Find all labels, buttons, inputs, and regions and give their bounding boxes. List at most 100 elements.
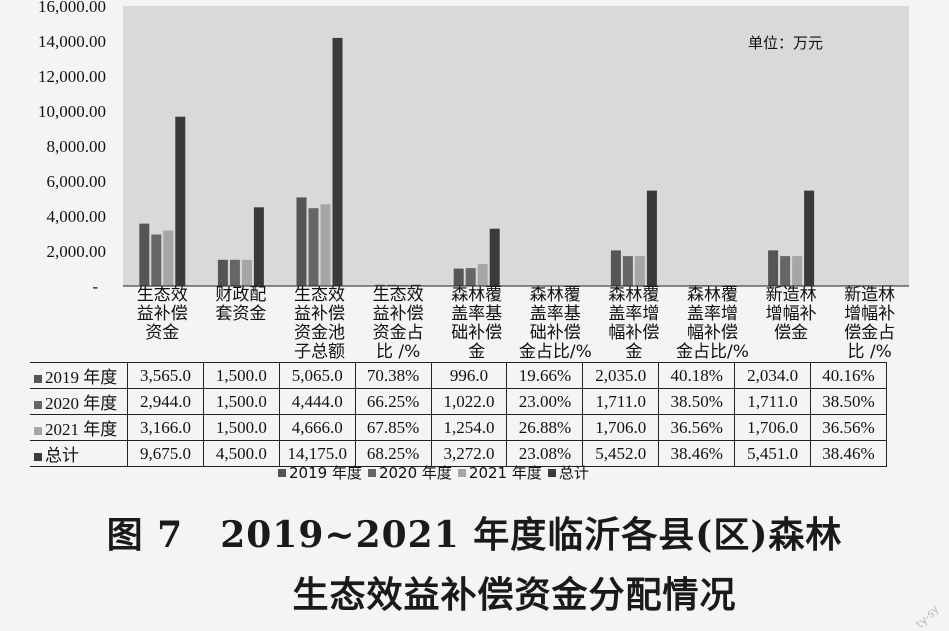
table-cell: 5,452.0 bbox=[582, 440, 659, 467]
bar bbox=[308, 208, 319, 286]
y-tick-label: 6,000.00 bbox=[47, 172, 107, 191]
bar bbox=[253, 207, 264, 287]
table-cell: 40.18% bbox=[658, 362, 735, 389]
table-cell: 4,500.0 bbox=[202, 440, 280, 467]
legend-item: 总计 bbox=[547, 462, 589, 483]
category-label: 新造林增幅补偿金 bbox=[766, 285, 817, 343]
table-cell: 38.50% bbox=[658, 388, 735, 415]
table-cell: 40.16% bbox=[810, 362, 887, 389]
table-cell: 996.0 bbox=[430, 362, 507, 389]
table-row: 总计 9,675.0 4,500.0 14,175.0 68.25% 3,272.0 23.… bbox=[30, 440, 887, 467]
y-axis: 16,000.00 14,000.00 12,000.00 10,000.00 8,00… bbox=[38, 0, 106, 296]
bar bbox=[453, 268, 464, 286]
table-cell: 2,944.0 bbox=[127, 388, 204, 415]
figure-title-line1: 图 7 2019~2021 年度临沂各县(区)森林 bbox=[106, 514, 843, 556]
table-cell: 1,022.0 bbox=[430, 388, 507, 415]
bar bbox=[610, 250, 621, 286]
bar-chart: 16,000.00 14,000.00 12,000.00 10,000.00 8,00… bbox=[38, 0, 909, 362]
bar bbox=[151, 234, 162, 286]
legend-swatch bbox=[34, 427, 42, 436]
legend-label: 总计 bbox=[558, 464, 589, 482]
table-cell: 5,065.0 bbox=[278, 362, 356, 389]
bar bbox=[399, 284, 410, 286]
y-tick-label: 12,000.00 bbox=[38, 67, 106, 86]
category-label: 森林覆盖率增幅补偿金占比/% bbox=[676, 285, 749, 362]
legend-item: 2019 年度 bbox=[278, 462, 362, 483]
table-cell: 1,500.0 bbox=[202, 414, 280, 441]
bar bbox=[241, 259, 252, 287]
y-tick-label: 14,000.00 bbox=[38, 32, 106, 51]
table-cell: 36.56% bbox=[810, 414, 887, 441]
legend-swatch bbox=[34, 453, 42, 462]
table-cell: 14,175.0 bbox=[278, 440, 356, 467]
table-cell: 5,451.0 bbox=[734, 440, 811, 467]
table-cell: 9,675.0 bbox=[127, 440, 204, 467]
table-cell: 1,711.0 bbox=[582, 388, 659, 415]
bars-group bbox=[139, 37, 893, 287]
row-label: 总计 bbox=[45, 446, 79, 465]
bar bbox=[465, 268, 476, 286]
table-cell: 1,500.0 bbox=[202, 388, 280, 415]
table-row: 2020 年度 2,944.0 1,500.0 4,444.0 66.25% 1,022.… bbox=[30, 388, 887, 415]
bar bbox=[634, 256, 645, 286]
bar bbox=[139, 223, 150, 286]
category-label: 生态效益补偿资金占比 /% bbox=[373, 285, 424, 362]
bar bbox=[387, 284, 398, 286]
bar bbox=[175, 116, 186, 286]
bar bbox=[792, 256, 803, 286]
legend-label: 2021 年度 bbox=[468, 464, 542, 482]
table-cell: 3,166.0 bbox=[127, 414, 204, 441]
bar bbox=[332, 37, 343, 287]
table-cell: 4,666.0 bbox=[278, 414, 356, 441]
table-row: 2021 年度 3,166.0 1,500.0 4,666.0 67.85% 1,254.… bbox=[30, 414, 887, 441]
legend-swatch bbox=[367, 468, 376, 477]
table-row-header: 总计 bbox=[30, 440, 128, 467]
table-cell: 66.25% bbox=[354, 388, 432, 415]
bar bbox=[320, 204, 331, 286]
legend-swatch bbox=[34, 375, 42, 384]
y-tick-label: 8,000.00 bbox=[47, 137, 107, 156]
bar bbox=[296, 197, 307, 286]
row-label: 2020 年度 bbox=[45, 394, 118, 413]
bar bbox=[622, 256, 633, 286]
table-row-header: 2020 年度 bbox=[30, 388, 128, 415]
table-cell: 2,034.0 bbox=[734, 362, 811, 389]
table-cell: 23.00% bbox=[506, 388, 583, 415]
table-cell: 1,706.0 bbox=[734, 414, 811, 441]
category-label: 财政配套资金 bbox=[215, 285, 266, 324]
table-cell: 1,711.0 bbox=[734, 388, 811, 415]
table-row-header: 2019 年度 bbox=[30, 362, 128, 389]
category-label: 生态效益补偿资金 bbox=[137, 285, 188, 343]
legend-swatch bbox=[457, 468, 466, 477]
bar bbox=[229, 259, 240, 287]
table-cell: 67.85% bbox=[354, 414, 432, 441]
category-label: 森林覆盖率基础补偿金占比/% bbox=[519, 285, 592, 362]
table-cell: 19.66% bbox=[506, 362, 583, 389]
legend: 2019 年度 2020 年度 2021 年度 总计 bbox=[278, 462, 589, 483]
bar bbox=[780, 256, 791, 286]
y-tick-label: 4,000.00 bbox=[47, 207, 107, 226]
category-label: 新造林增幅补偿金占比 /% bbox=[844, 285, 895, 362]
legend-item: 2020 年度 bbox=[367, 462, 452, 483]
data-table: 2019 年度 3,565.0 1,500.0 5,065.0 70.38% 996.0 1… bbox=[30, 362, 887, 467]
table-row: 2019 年度 3,565.0 1,500.0 5,065.0 70.38% 996.0 1… bbox=[30, 362, 887, 389]
row-label: 2019 年度 bbox=[45, 368, 118, 387]
bar bbox=[375, 284, 386, 286]
legend-swatch bbox=[547, 468, 556, 477]
bar bbox=[477, 264, 488, 286]
table-cell: 70.38% bbox=[354, 362, 432, 389]
row-label: 2021 年度 bbox=[45, 420, 118, 439]
table-cell: 38.46% bbox=[810, 440, 887, 467]
y-tick-label: 10,000.00 bbox=[38, 102, 106, 121]
figure-title-line2: 生态效益补偿资金分配情况 bbox=[292, 574, 737, 616]
bar bbox=[411, 284, 422, 286]
legend-label: 2020 年度 bbox=[378, 464, 452, 482]
y-tick-label: 2,000.00 bbox=[47, 242, 107, 261]
bar bbox=[768, 250, 779, 286]
table-cell: 1,254.0 bbox=[430, 414, 507, 441]
unit-label: 单位：万元 bbox=[748, 34, 823, 52]
bar bbox=[489, 228, 500, 286]
table-cell: 4,444.0 bbox=[278, 388, 356, 415]
table-cell: 1,706.0 bbox=[582, 414, 659, 441]
